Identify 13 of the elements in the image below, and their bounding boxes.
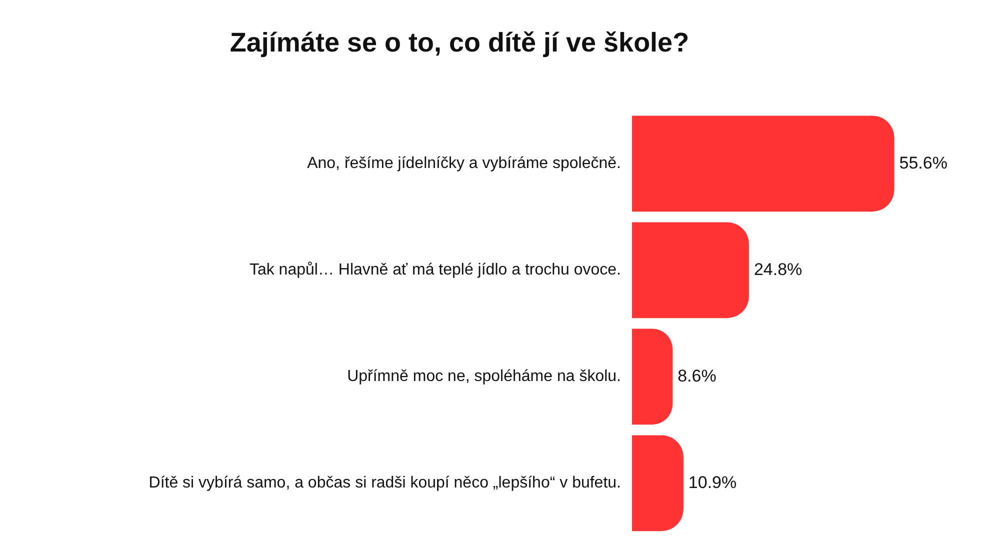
y-tick-label: Tak napůl… Hlavně ať má teplé jídlo a trochu ovoce.: [249, 262, 621, 279]
bar: [632, 116, 894, 212]
bar: [632, 328, 673, 425]
y-tick-label: Upřímně moc ne, spoléháme na školu.: [347, 368, 621, 386]
chart-title: Zajímáte se o to, co dítě jí ve škole?: [230, 28, 690, 58]
data-label: 55.6%: [899, 153, 948, 172]
bar: [632, 222, 749, 318]
data-label: 24.8%: [754, 260, 802, 279]
data-label: 8.6%: [678, 366, 716, 386]
bar: [632, 435, 684, 532]
data-label: 10.9%: [688, 472, 737, 492]
y-tick-label: Dítě si vybírá samo, a občas si radši koupí něco „lepšího“ v bufetu.: [148, 474, 621, 492]
y-tick-label: Ano, řešíme jídelníčky a vybíráme společně.: [307, 155, 621, 172]
